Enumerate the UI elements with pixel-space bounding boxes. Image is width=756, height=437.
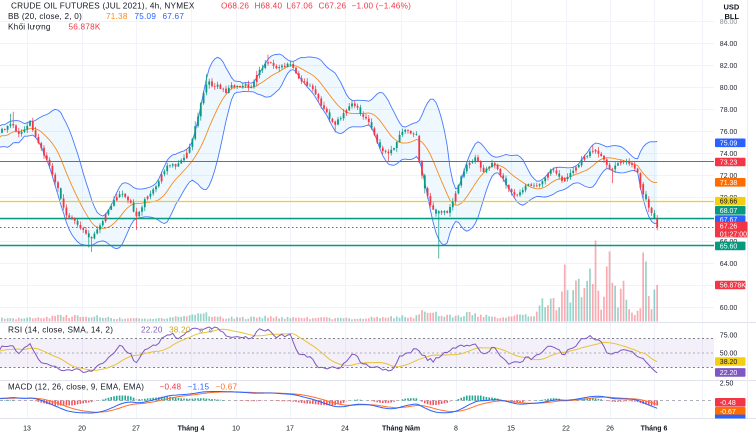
svg-text:84.00: 84.00 xyxy=(720,41,738,48)
svg-text:22: 22 xyxy=(562,426,570,433)
svg-text:MACD (12, 26, close, 9, EMA, E: MACD (12, 26, close, 9, EMA, EMA) xyxy=(8,383,144,392)
svg-text:10: 10 xyxy=(232,426,240,433)
svg-text:15: 15 xyxy=(507,426,515,433)
svg-text:BLL: BLL xyxy=(725,12,740,21)
svg-text:CRUDE OIL FUTURES (JUL 2021),: CRUDE OIL FUTURES (JUL 2021), 4h, NYMEX xyxy=(11,2,195,11)
svg-text:67.67: 67.67 xyxy=(720,217,738,224)
svg-text:20: 20 xyxy=(78,426,86,433)
svg-text:69.66: 69.66 xyxy=(720,199,738,206)
svg-text:71.38: 71.38 xyxy=(720,180,738,187)
svg-text:RSI (14, close, SMA, 14, 2): RSI (14, close, SMA, 14, 2) xyxy=(8,326,113,335)
svg-text:65.60: 65.60 xyxy=(720,243,738,250)
svg-text:Tháng Năm: Tháng Năm xyxy=(382,426,420,433)
svg-text:Tháng 4: Tháng 4 xyxy=(178,426,205,433)
svg-text:82.00: 82.00 xyxy=(720,63,738,70)
svg-text:H68.40: H68.40 xyxy=(255,2,283,11)
svg-text:BB (20, close, 2, 0): BB (20, close, 2, 0) xyxy=(8,12,82,21)
svg-text:56.878K: 56.878K xyxy=(720,283,746,290)
svg-text:75.09: 75.09 xyxy=(720,140,738,147)
svg-text:USD: USD xyxy=(724,3,740,12)
svg-text:80.00: 80.00 xyxy=(720,85,738,92)
svg-text:67.67: 67.67 xyxy=(163,12,185,21)
svg-text:67.26: 67.26 xyxy=(720,223,738,230)
svg-text:86.00: 86.00 xyxy=(720,19,738,26)
svg-text:C67.26: C67.26 xyxy=(319,2,347,11)
svg-text:−1.00 (−1.46%): −1.00 (−1.46%) xyxy=(352,2,412,11)
svg-text:76.00: 76.00 xyxy=(720,129,738,136)
svg-text:−0.67: −0.67 xyxy=(216,383,238,392)
svg-text:17: 17 xyxy=(286,426,294,433)
svg-text:-0.67: -0.67 xyxy=(720,409,736,416)
svg-text:72.00: 72.00 xyxy=(720,173,738,180)
svg-text:Tháng 6: Tháng 6 xyxy=(641,426,668,433)
svg-text:78.00: 78.00 xyxy=(720,107,738,114)
svg-text:22.20: 22.20 xyxy=(720,370,738,377)
svg-text:−1.15: −1.15 xyxy=(188,383,210,392)
svg-text:73.23: 73.23 xyxy=(720,160,738,167)
svg-text:L67.06: L67.06 xyxy=(287,2,314,11)
svg-text:O68.26: O68.26 xyxy=(221,2,249,11)
svg-text:01:27:00: 01:27:00 xyxy=(720,231,747,238)
svg-text:75.00: 75.00 xyxy=(720,332,738,339)
svg-text:27: 27 xyxy=(132,426,140,433)
svg-text:64.00: 64.00 xyxy=(720,261,738,268)
svg-text:74.00: 74.00 xyxy=(720,151,738,158)
svg-text:75.09: 75.09 xyxy=(135,12,157,21)
svg-text:38.20: 38.20 xyxy=(169,326,191,335)
svg-text:ø ø: ø ø xyxy=(199,326,213,335)
svg-text:38.20: 38.20 xyxy=(720,359,738,366)
svg-text:Khối lượng: Khối lượng xyxy=(8,23,51,32)
svg-text:24: 24 xyxy=(341,426,349,433)
svg-text:13: 13 xyxy=(23,426,31,433)
svg-text:−0.48: −0.48 xyxy=(160,383,182,392)
svg-text:26: 26 xyxy=(606,426,614,433)
svg-text:22.20: 22.20 xyxy=(141,326,163,335)
svg-text:68.07: 68.07 xyxy=(720,208,738,215)
svg-text:2.50: 2.50 xyxy=(720,381,734,388)
svg-text:56.878K: 56.878K xyxy=(69,23,101,32)
svg-text:50.00: 50.00 xyxy=(720,351,738,358)
svg-text:8: 8 xyxy=(454,426,458,433)
svg-text:60.00: 60.00 xyxy=(720,305,738,312)
svg-text:-0.48: -0.48 xyxy=(720,400,736,407)
svg-text:71.38: 71.38 xyxy=(106,12,128,21)
